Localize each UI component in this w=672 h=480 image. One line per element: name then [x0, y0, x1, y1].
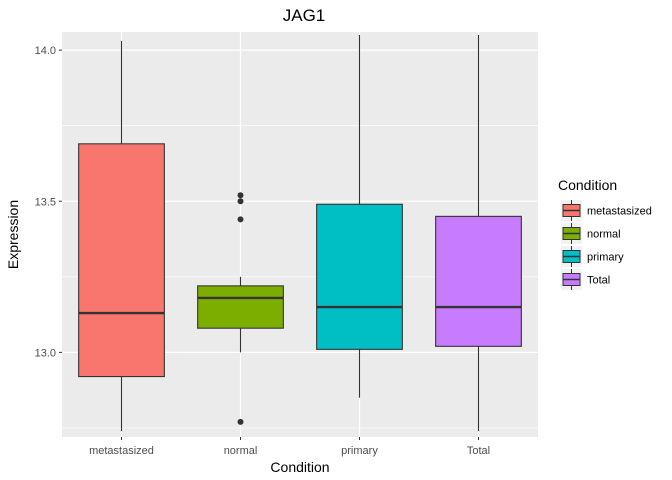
outlier-point [237, 198, 244, 205]
y-tick-label: 14.0 [35, 45, 56, 57]
outlier-point [237, 418, 244, 425]
legend-label: Total [587, 275, 610, 287]
box-total [435, 35, 522, 431]
chart-title: JAG1 [283, 6, 326, 25]
box-metastasized [78, 41, 165, 431]
x-tick-label: metastasized [89, 445, 154, 457]
legend: Condition metastasized normal primary Total [558, 177, 652, 290]
x-tick-label: primary [341, 445, 378, 457]
box-primary [316, 35, 403, 398]
x-axis-title: Condition [270, 459, 329, 475]
legend-item-primary: primary [561, 246, 624, 267]
box-series [78, 35, 522, 431]
box-iqr [78, 143, 165, 378]
outlier-point [237, 192, 244, 199]
legend-label: metastasized [587, 206, 652, 218]
outlier-point [237, 216, 244, 223]
x-tick-label: Total [467, 445, 490, 457]
box-normal [197, 192, 284, 425]
y-tick-label: 13.0 [35, 347, 56, 359]
y-axis: 13.0 13.5 14.0 [35, 45, 62, 359]
legend-item-normal: normal [561, 223, 621, 244]
x-axis: metastasized normal primary Total [89, 437, 490, 457]
box-iqr [316, 203, 403, 350]
legend-label: primary [587, 252, 624, 264]
legend-item-metastasized: metastasized [561, 200, 652, 221]
y-axis-title: Expression [5, 200, 21, 269]
legend-title: Condition [558, 177, 617, 193]
legend-item-total: Total [561, 269, 610, 290]
legend-label: normal [587, 229, 621, 241]
x-tick-label: normal [224, 445, 258, 457]
box-iqr [197, 285, 284, 329]
y-tick-label: 13.5 [35, 196, 56, 208]
box-iqr [435, 215, 522, 347]
